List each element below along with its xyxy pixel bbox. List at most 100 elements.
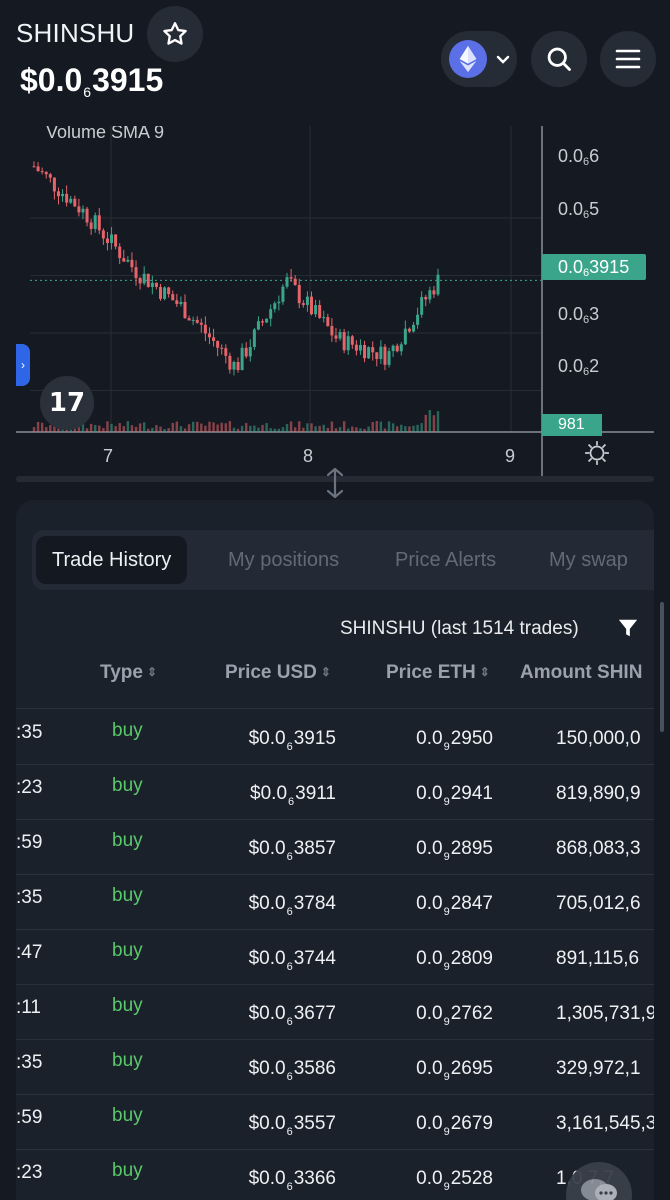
top-header: SHINSHU $0.063915 (0, 0, 670, 126)
volume-bar (253, 425, 256, 432)
favorite-button[interactable] (147, 6, 203, 62)
column-header-type[interactable]: Type ⇕ (100, 662, 157, 683)
table-row[interactable]: :59 buy $0.063857 0.092895 868,083,3 (16, 820, 654, 875)
candle-body (244, 347, 248, 357)
sidebar-toggle[interactable]: › (16, 344, 30, 386)
volume-bar (436, 411, 440, 432)
filter-icon[interactable] (617, 617, 639, 639)
candle-body (130, 259, 134, 268)
candle-body (379, 346, 383, 360)
candle-body (81, 208, 85, 213)
trade-price-eth: 0.092762 (416, 1003, 493, 1028)
volume-bar (420, 423, 423, 432)
candle-body (395, 345, 399, 352)
candle-body (212, 337, 216, 342)
candle-body (273, 303, 277, 310)
token-name: SHINSHU (16, 18, 135, 48)
volume-bar (126, 421, 130, 432)
trade-price-eth: 0.092895 (416, 838, 493, 863)
column-header-price-eth[interactable]: Price ETH ⇕ (386, 662, 490, 683)
candle-body (175, 300, 179, 305)
trade-price-eth: 0.092950 (416, 728, 493, 753)
tab-my-positions[interactable]: My positions (228, 548, 340, 571)
table-row[interactable]: :47 buy $0.063744 0.092809 891,115,6 (16, 930, 654, 985)
trade-price-eth: 0.092528 (416, 1168, 493, 1193)
trade-time: :35 (16, 722, 43, 743)
candle-body (191, 319, 195, 321)
candle-body (285, 277, 289, 287)
volume-bar (236, 428, 240, 432)
panel-tabs: Trade History My positions Price Alerts … (32, 530, 654, 590)
volume-bar (269, 428, 272, 432)
candle-body (220, 347, 224, 349)
volume-bar (351, 426, 354, 432)
tab-my-swap[interactable]: My swap (549, 548, 628, 571)
volume-bar (314, 426, 317, 432)
candle-body (424, 296, 428, 300)
candle-body (407, 328, 411, 332)
trade-time: :23 (16, 1162, 43, 1183)
gear-icon[interactable] (584, 440, 610, 466)
volume-bar (130, 425, 134, 432)
table-row[interactable]: :35 buy $0.063915 0.092950 150,000,0 (16, 710, 654, 765)
y-tick: 0.065 (558, 199, 600, 221)
candle-body (252, 329, 256, 348)
candle-body (354, 344, 358, 351)
volume-bar (151, 427, 154, 432)
volume-bar (204, 425, 207, 432)
candle-body (277, 301, 281, 304)
candle-body (412, 324, 416, 332)
volume-bar (232, 427, 236, 432)
trade-price-usd: $0.063915 (248, 728, 336, 753)
candle-body (338, 331, 342, 339)
candle-body (232, 361, 236, 370)
candle-body (187, 318, 191, 321)
trade-time: :11 (16, 997, 42, 1018)
volume-bar (383, 428, 387, 432)
trade-type: buy (112, 995, 143, 1016)
volume-bar (118, 423, 121, 432)
search-button[interactable] (531, 31, 587, 87)
candle-body (387, 351, 391, 365)
candle-body (236, 361, 240, 371)
volume-bar (391, 423, 395, 432)
column-header-amount[interactable]: Amount SHIN (520, 662, 643, 683)
sort-icon: ⇕ (320, 665, 331, 679)
trade-price-usd: $0.063744 (248, 948, 336, 973)
volume-bar (85, 428, 89, 432)
price-chart[interactable]: Volume SMA 9 0.066 0.065 0.063 0.062 0.0… (16, 126, 654, 482)
volume-bar (191, 421, 195, 432)
volume-bar (94, 425, 97, 432)
candle-body (56, 191, 60, 197)
volume-bar (302, 427, 305, 432)
candle-body (420, 296, 424, 315)
volume-bar (110, 423, 113, 432)
volume-bar (273, 428, 276, 432)
tradingview-logo[interactable]: 17 (40, 376, 94, 430)
menu-button[interactable] (600, 31, 656, 87)
candle-body (110, 234, 114, 244)
tab-price-alerts[interactable]: Price Alerts (395, 548, 497, 571)
chevron-right-icon: › (21, 358, 25, 372)
resize-icon[interactable] (322, 466, 348, 500)
chain-selector[interactable] (441, 31, 517, 87)
tab-trade-history[interactable]: Trade History (36, 536, 188, 584)
volume-bar (367, 426, 370, 432)
candle-body (399, 344, 403, 352)
table-row[interactable]: :11 buy $0.063677 0.092762 1,305,731,9 (16, 985, 654, 1040)
volume-bar (138, 423, 142, 432)
table-row[interactable]: :59 buy $0.063557 0.092679 3,161,545,3 (16, 1095, 654, 1150)
table-row[interactable]: :23 buy $0.063911 0.092941 819,890,9 (16, 765, 654, 820)
table-row[interactable]: :35 buy $0.063586 0.092695 329,972,1 (16, 1040, 654, 1095)
candle-body (342, 331, 346, 351)
current-price: $0.063915 (20, 62, 163, 100)
volume-bar (432, 415, 436, 432)
x-tick: 9 (505, 446, 516, 466)
candle-body (309, 296, 313, 315)
header-divider (16, 708, 654, 709)
column-header-price-usd[interactable]: Price USD ⇕ (225, 662, 331, 683)
table-row[interactable]: :35 buy $0.063784 0.092847 705,012,6 (16, 875, 654, 930)
scrollbar[interactable] (660, 602, 664, 732)
volume-bar (122, 426, 125, 432)
